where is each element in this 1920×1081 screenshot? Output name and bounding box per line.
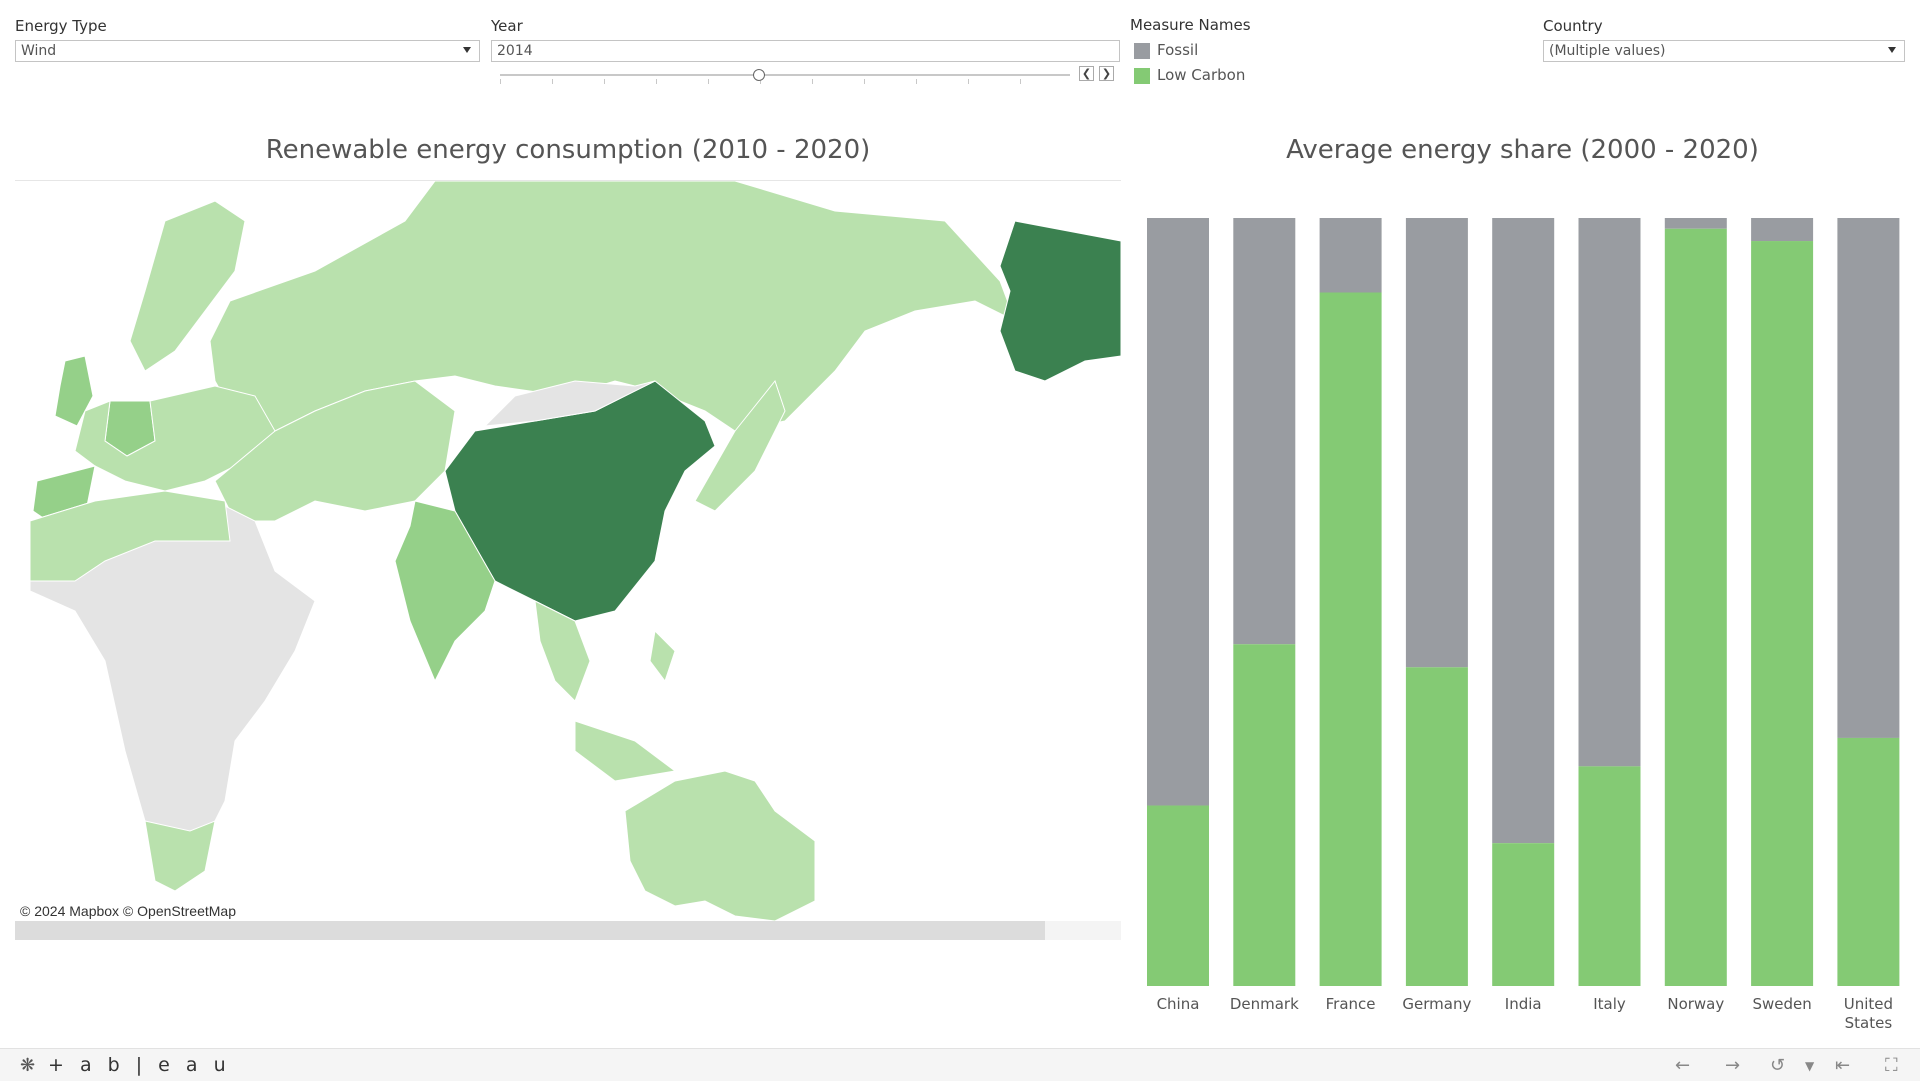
map-title: Renewable energy consumption (2010 - 202… [265,135,871,165]
bar-fossil-norway[interactable] [1664,218,1727,229]
bar-fossil-germany[interactable] [1405,218,1468,668]
bar-fossil-united-states[interactable] [1837,218,1900,738]
energy-type-value: Wind [21,43,57,59]
reset-icon[interactable]: ⇤ [1835,1055,1851,1076]
energy-share-bar-chart[interactable] [1130,180,1910,1040]
map-region-japan[interactable] [694,379,786,512]
bar-low-carbon-germany[interactable] [1405,667,1468,986]
legend-label-low-carbon[interactable]: Low Carbon [1157,66,1246,84]
map-region-mongolia[interactable] [483,380,656,427]
energy-type-dropdown[interactable]: Wind [15,40,480,62]
map-region-india[interactable] [394,500,496,683]
bar-fossil-italy[interactable] [1578,218,1641,767]
legend-swatch-fossil[interactable] [1134,43,1150,59]
energy-type-label: Energy Type [15,17,107,35]
slider-tick [708,79,709,84]
chevron-down-icon [1888,47,1896,53]
chevron-left-icon: ❮ [1081,67,1092,80]
bar-low-carbon-norway[interactable] [1664,228,1727,986]
revert-dropdown-icon[interactable]: ▼ [1805,1059,1815,1073]
bar-fossil-china[interactable] [1147,218,1209,806]
x-tick-label: Denmark [1229,995,1299,1013]
x-tick-label: France [1325,995,1376,1013]
bar-fossil-india[interactable] [1492,218,1555,844]
map-svg[interactable] [15,181,1121,921]
x-tick-label: United States [1843,995,1894,1032]
legend-label-fossil[interactable]: Fossil [1157,41,1199,59]
map-credit: © 2024 Mapbox © OpenStreetMap [20,903,236,919]
previous-year-button[interactable]: ❮ [1079,66,1094,81]
legend-swatch-low-carbon[interactable] [1134,68,1150,84]
bar-group [1147,218,1900,987]
slider-tick [500,79,501,84]
slider-tick [864,79,865,84]
slider-tick [552,79,553,84]
x-tick-label: China [1156,995,1200,1013]
map-region-se-asia[interactable] [534,600,677,782]
bar-fossil-sweden[interactable] [1751,218,1814,242]
country-label: Country [1543,17,1603,35]
year-input[interactable]: 2014 [491,40,1120,62]
map-region-scandinavia[interactable] [129,200,246,372]
chevron-right-icon: ❯ [1101,67,1112,80]
bar-low-carbon-united-states[interactable] [1837,737,1900,986]
slider-tick [760,79,761,84]
redo-icon[interactable]: → [1725,1055,1741,1076]
bar-low-carbon-india[interactable] [1492,843,1555,986]
map-horizontal-scrollbar[interactable] [15,921,1121,940]
x-tick-label: Norway [1667,995,1725,1013]
slider-tick [916,79,917,84]
chevron-down-icon [463,47,471,53]
slider-tick [656,79,657,84]
map-region-uk[interactable] [54,355,94,427]
map-region-north-africa[interactable] [29,490,231,582]
undo-icon[interactable]: ← [1675,1055,1691,1076]
x-tick-label: Sweden [1752,995,1812,1013]
map-region-south-africa[interactable] [144,820,216,892]
bar-low-carbon-sweden[interactable] [1751,241,1814,986]
bar-low-carbon-denmark[interactable] [1233,644,1296,986]
tableau-logo-icon: ❋ [20,1055,36,1076]
slider-tick [604,79,605,84]
bar-low-carbon-china[interactable] [1147,805,1209,986]
country-value: (Multiple values) [1549,43,1666,59]
x-tick-label: Germany [1402,995,1472,1013]
year-slider-track[interactable] [500,74,1070,76]
tableau-footer: ❋ + a b | e a u ← → ↺ ▼ ⇤ ⛶ [0,1048,1920,1081]
bar-fossil-denmark[interactable] [1233,218,1296,645]
bar-low-carbon-italy[interactable] [1578,766,1641,986]
map-scrollbar-thumb[interactable] [15,921,1045,940]
x-tick-label: Italy [1593,995,1626,1013]
bar-low-carbon-france[interactable] [1319,292,1382,987]
slider-tick [1020,79,1021,84]
map-region-alaska[interactable] [999,220,1121,382]
renewable-energy-map[interactable]: © 2024 Mapbox © OpenStreetMap [15,180,1121,921]
year-slider-thumb[interactable] [753,69,765,81]
bar-fossil-france[interactable] [1319,218,1382,293]
legend-title: Measure Names [1130,16,1251,34]
slider-tick [968,79,969,84]
map-region-australia[interactable] [624,770,816,921]
fullscreen-icon[interactable]: ⛶ [1885,1055,1898,1076]
revert-icon[interactable]: ↺ [1770,1055,1786,1076]
year-value: 2014 [497,43,533,59]
year-label: Year [491,17,523,35]
x-tick-label: India [1504,995,1542,1013]
slider-tick [812,79,813,84]
tableau-brand: + a b | e a u [48,1054,231,1076]
next-year-button[interactable]: ❯ [1099,66,1114,81]
country-dropdown[interactable]: (Multiple values) [1543,40,1905,62]
chart-title: Average energy share (2000 - 2020) [1286,135,1759,165]
map-region-europe[interactable] [74,385,276,492]
